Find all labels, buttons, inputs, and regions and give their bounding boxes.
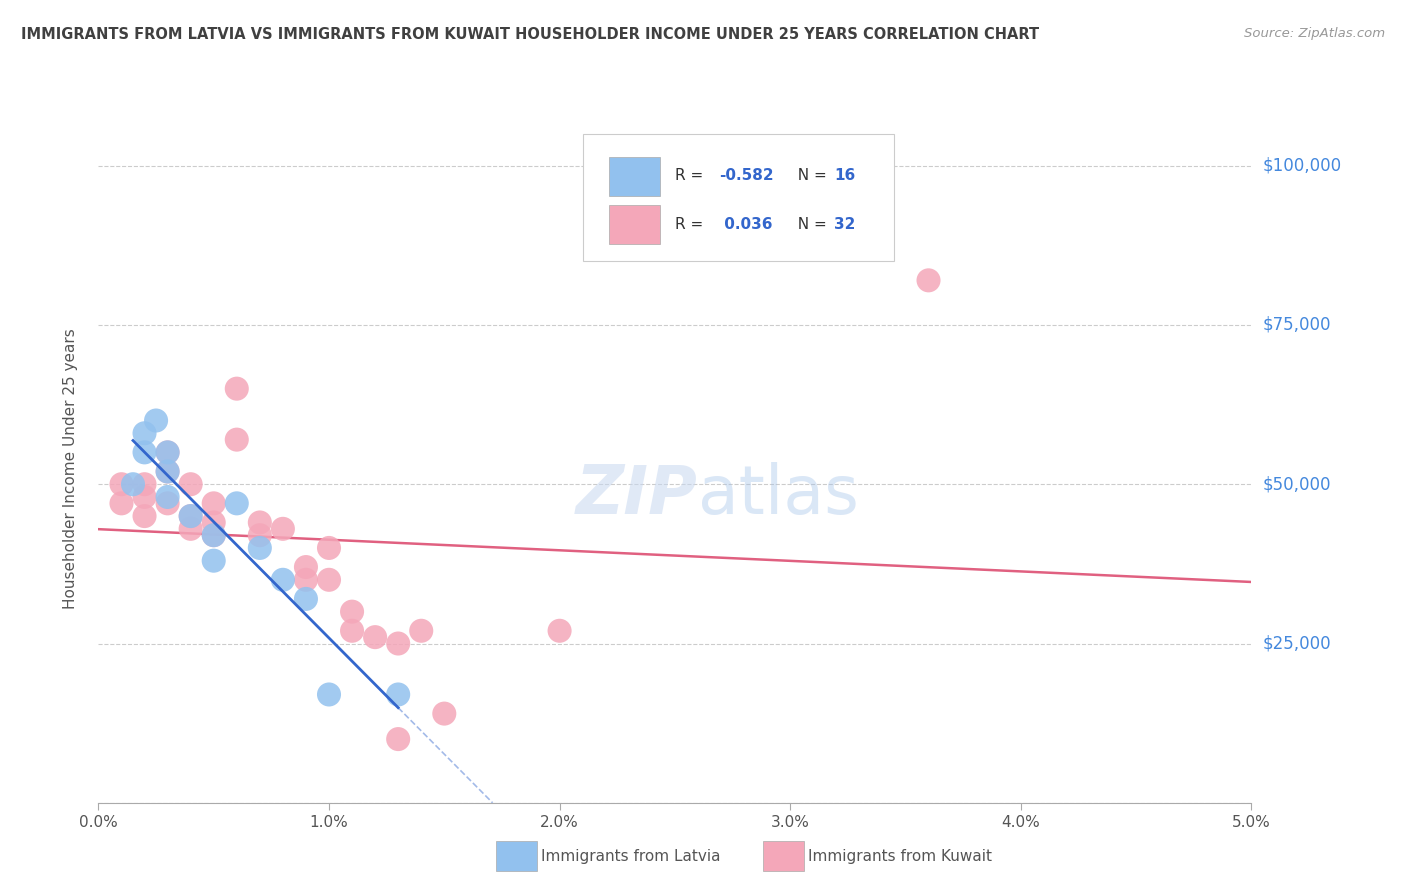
Point [110, 477, 132, 491]
Text: 32: 32 [834, 217, 855, 232]
Point [387, 636, 409, 650]
Point [548, 624, 571, 638]
Point [180, 522, 202, 536]
Point [271, 522, 294, 536]
Text: $50,000: $50,000 [1263, 475, 1331, 493]
Point [411, 624, 433, 638]
Point [202, 528, 225, 542]
Point [433, 706, 456, 721]
Point [202, 516, 225, 530]
Point [318, 573, 340, 587]
Point [225, 382, 247, 396]
Point [122, 477, 145, 491]
FancyBboxPatch shape [609, 205, 659, 244]
Point [156, 445, 179, 459]
Text: $100,000: $100,000 [1263, 157, 1341, 175]
Point [156, 445, 179, 459]
Point [271, 573, 294, 587]
Point [249, 528, 271, 542]
Text: 0.036: 0.036 [718, 217, 772, 232]
Point [202, 528, 225, 542]
Point [180, 509, 202, 524]
Text: -0.582: -0.582 [718, 169, 773, 184]
Point [249, 541, 271, 555]
Text: ZIP: ZIP [576, 462, 697, 528]
Point [202, 554, 225, 568]
Point [134, 509, 156, 524]
Point [318, 541, 340, 555]
Point [340, 624, 363, 638]
Text: N =: N = [787, 169, 831, 184]
Point [295, 573, 318, 587]
Text: 16: 16 [834, 169, 855, 184]
Point [202, 496, 225, 510]
Point [145, 413, 167, 427]
Point [387, 688, 409, 702]
Text: R =: R = [675, 169, 709, 184]
Point [387, 732, 409, 747]
Point [156, 465, 179, 479]
Y-axis label: Householder Income Under 25 years: Householder Income Under 25 years [63, 328, 77, 608]
Point [295, 591, 318, 606]
Text: N =: N = [787, 217, 831, 232]
Text: Source: ZipAtlas.com: Source: ZipAtlas.com [1244, 27, 1385, 40]
Point [295, 560, 318, 574]
FancyBboxPatch shape [609, 157, 659, 196]
Point [134, 445, 156, 459]
Point [180, 509, 202, 524]
Text: R =: R = [675, 217, 709, 232]
Point [225, 496, 247, 510]
Point [156, 496, 179, 510]
Point [134, 426, 156, 441]
Point [110, 496, 132, 510]
Point [180, 477, 202, 491]
Text: $25,000: $25,000 [1263, 634, 1331, 653]
Point [249, 516, 271, 530]
Point [156, 490, 179, 504]
Point [917, 273, 939, 287]
Point [134, 490, 156, 504]
Text: IMMIGRANTS FROM LATVIA VS IMMIGRANTS FROM KUWAIT HOUSEHOLDER INCOME UNDER 25 YEA: IMMIGRANTS FROM LATVIA VS IMMIGRANTS FRO… [21, 27, 1039, 42]
Point [134, 477, 156, 491]
Text: atlas: atlas [697, 462, 859, 528]
Text: $75,000: $75,000 [1263, 316, 1331, 334]
Point [156, 465, 179, 479]
Text: Immigrants from Kuwait: Immigrants from Kuwait [808, 849, 993, 863]
Point [364, 630, 387, 644]
Text: Immigrants from Latvia: Immigrants from Latvia [541, 849, 721, 863]
Point [340, 605, 363, 619]
Point [225, 433, 247, 447]
Point [318, 688, 340, 702]
FancyBboxPatch shape [582, 134, 894, 261]
